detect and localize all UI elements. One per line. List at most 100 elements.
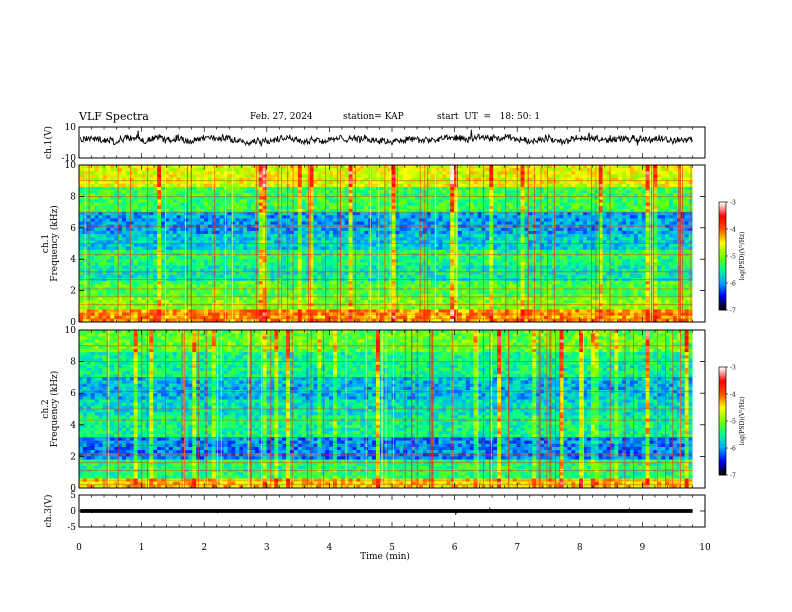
spectrogram-cell [583, 199, 588, 203]
spectrogram-cell [629, 174, 635, 178]
spectrogram-cell [274, 259, 279, 263]
spectrogram-cell [270, 256, 275, 260]
spectrogram-cell [579, 205, 584, 210]
spectrogram-cell [309, 199, 314, 203]
spectrogram-cell [665, 246, 670, 251]
spectrogram-cell [477, 212, 482, 216]
spectrogram-cell [207, 212, 213, 216]
spectrogram-cell [661, 249, 666, 254]
spectrogram-cell [594, 202, 599, 207]
spectrogram-cell [430, 262, 435, 266]
spectrogram-cell [618, 193, 623, 197]
spectrogram-cell [489, 205, 494, 210]
spectrogram-cell [196, 262, 201, 266]
spectrogram-cell [348, 246, 353, 251]
spectrogram-cell [485, 202, 490, 207]
spectrogram-cell [372, 208, 377, 213]
spectrogram-cell [270, 202, 275, 207]
spectrogram-cell [415, 190, 420, 194]
spectrogram-cell [653, 205, 658, 210]
spectrogram-cell [618, 234, 623, 238]
spectrogram-cell [602, 208, 607, 213]
spectrogram-cell [262, 230, 267, 235]
spectrogram-cell [372, 230, 377, 235]
spectrogram-cell [653, 234, 658, 238]
spectrogram-cell [196, 199, 201, 203]
spectrogram-cell [188, 177, 193, 181]
spectrogram-cell [465, 177, 471, 181]
spectrogram-cell [125, 227, 131, 232]
spectrogram-cell [536, 180, 541, 185]
spectrogram-cell [665, 171, 670, 175]
spectrogram-cell [485, 205, 490, 210]
spectrogram-cell [602, 215, 607, 219]
spectrogram-cell [106, 243, 111, 247]
spectrogram-cell [192, 165, 197, 169]
spectrogram-cell [407, 259, 412, 263]
spectrogram-cell [485, 199, 490, 203]
spectrogram-cell [352, 240, 357, 244]
spectrogram-cell [446, 227, 451, 232]
spectrogram-cell [321, 237, 326, 241]
spectrogram-cell [391, 262, 396, 266]
spectrogram-cell [512, 240, 517, 244]
spectrogram-cell [137, 215, 142, 219]
spectrogram-cell [372, 256, 377, 260]
spectrogram-cell [293, 243, 299, 247]
spectrogram-cell [301, 218, 306, 222]
spectrogram-cell [329, 174, 334, 178]
spectrogram-cell [676, 243, 682, 247]
spectrogram-cell [192, 186, 197, 191]
spectrogram-cell [426, 208, 431, 213]
spectrogram-cell [622, 240, 627, 244]
spectrogram-cell [684, 230, 689, 235]
spectrogram-cell [141, 174, 146, 178]
spectrogram-cell [684, 171, 689, 175]
spectrogram-cell [270, 212, 275, 216]
spectrogram-cell [106, 186, 111, 191]
spectrogram-cell [407, 199, 412, 203]
spectrogram-cell [239, 205, 244, 210]
spectrogram-cell [676, 208, 682, 213]
spectrogram-cell [442, 249, 447, 254]
spectrogram-cell [501, 221, 506, 225]
spectrogram-cell [594, 259, 599, 263]
spectrogram-cell [297, 190, 303, 194]
spectrogram-cell [622, 196, 627, 200]
spectrogram-cell [164, 186, 170, 191]
spectrogram-cell [200, 256, 205, 260]
spectrogram-cell [200, 208, 205, 213]
spectrogram-cell [137, 240, 142, 244]
spectrogram-cell [180, 165, 185, 169]
spectrogram-cell [125, 230, 131, 235]
spectrogram-cell [106, 177, 111, 181]
spectrogram-cell [563, 256, 568, 260]
spectrogram-cell [579, 221, 584, 225]
spectrogram-cell [653, 165, 658, 169]
spectrogram-cell [637, 243, 642, 247]
spectrogram-cell [426, 171, 431, 175]
spectrogram-cell [508, 212, 514, 216]
spectrogram-cell [114, 171, 119, 175]
spectrogram-cell [446, 212, 451, 216]
spectrogram-cell [477, 246, 482, 251]
spectrogram-cell [524, 171, 529, 175]
spectrogram-cell [375, 212, 381, 216]
spectrogram-cell [375, 183, 381, 188]
spectrogram-cell [606, 237, 611, 241]
spectrogram-cell [563, 205, 568, 210]
spectrogram-cell [461, 171, 467, 175]
spectrogram-cell [192, 180, 197, 185]
spectrogram-cell [153, 240, 158, 244]
spectrogram-cell [270, 230, 275, 235]
spectrogram-cell [555, 237, 560, 241]
spectrogram-cell [520, 230, 525, 235]
spectrogram-cell [219, 174, 224, 178]
spectrogram-cell [520, 208, 525, 213]
spectrogram-cell [610, 193, 615, 197]
spectrogram-cell [520, 259, 525, 263]
spectrogram-cell [161, 180, 166, 185]
spectrogram-cell [286, 234, 291, 238]
spectrogram-cell [477, 196, 482, 200]
spectrogram-cell [442, 168, 447, 172]
